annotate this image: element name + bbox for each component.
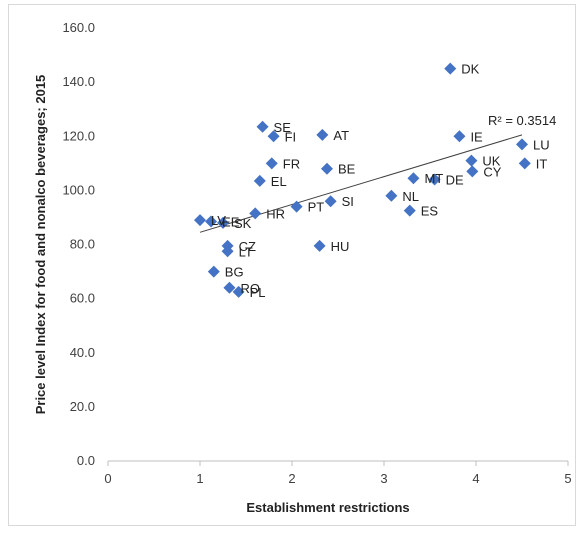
- point-label-el: EL: [271, 174, 287, 189]
- x-tick-label: 4: [472, 471, 479, 486]
- x-tick-label: 0: [104, 471, 111, 486]
- point-label-es: ES: [421, 204, 439, 219]
- y-tick-label: 0.0: [77, 453, 95, 468]
- data-points: [194, 62, 531, 298]
- data-point-uk: [465, 154, 478, 167]
- r-squared-label: R² = 0.3514: [488, 113, 556, 128]
- point-label-fi: FI: [285, 129, 297, 144]
- data-point-si: [324, 195, 337, 208]
- point-label-bg: BG: [225, 265, 244, 280]
- x-tick-label: 1: [196, 471, 203, 486]
- y-tick-label: 140.0: [62, 74, 95, 89]
- point-label-at: AT: [333, 128, 349, 143]
- point-label-lu: LU: [533, 137, 550, 152]
- data-point-lt: [221, 245, 234, 258]
- point-label-ee: EE: [222, 214, 240, 229]
- data-point-de: [428, 173, 441, 186]
- data-point-bg: [207, 265, 220, 278]
- y-tick-label: 100.0: [62, 182, 95, 197]
- point-label-hu: HU: [331, 239, 350, 254]
- data-point-pl: [232, 285, 245, 298]
- x-tick-label: 5: [564, 471, 571, 486]
- data-point-ro: [223, 281, 236, 294]
- point-label-it: IT: [536, 156, 548, 171]
- x-axis-ticks: 0 1 2 3 4 5: [104, 471, 571, 486]
- data-point-ie: [453, 130, 466, 143]
- x-axis-tick-marks: [107, 461, 569, 466]
- point-label-se: SE: [274, 120, 292, 135]
- y-axis-title: Price level Index for food and nonalco b…: [33, 75, 48, 415]
- x-tick-label: 2: [288, 471, 295, 486]
- data-point-it: [518, 157, 531, 170]
- point-label-cy: CY: [483, 164, 501, 179]
- data-point-fr: [265, 157, 278, 170]
- y-tick-label: 120.0: [62, 128, 95, 143]
- data-point-at: [316, 128, 329, 141]
- data-point-dk: [444, 62, 457, 75]
- x-axis-title: Establishment restrictions: [246, 500, 409, 515]
- data-point-be: [320, 162, 333, 175]
- point-label-nl: NL: [402, 189, 419, 204]
- data-point-sk: [217, 216, 229, 229]
- point-label-pt: PT: [308, 200, 325, 215]
- point-label-dk: DK: [461, 62, 479, 77]
- y-tick-label: 20.0: [70, 399, 95, 414]
- data-point-es: [403, 204, 416, 217]
- data-point-hu: [313, 239, 326, 252]
- point-label-de: DE: [446, 173, 464, 188]
- data-point-se: [256, 120, 269, 133]
- point-label-ro: RO: [240, 281, 260, 296]
- y-tick-label: 60.0: [70, 291, 95, 306]
- point-label-ie: IE: [470, 129, 483, 144]
- point-label-sk: SK: [234, 216, 252, 231]
- y-tick-label: 160.0: [62, 20, 95, 35]
- point-label-fr: FR: [283, 156, 300, 171]
- point-label-lt: LT: [239, 244, 253, 259]
- point-label-be: BE: [338, 162, 356, 177]
- y-axis-ticks: 0.0 20.0 40.0 60.0 80.0 100.0 120.0 140.0 160.0: [62, 20, 95, 468]
- point-label-pl: PL: [250, 285, 266, 300]
- point-label-si: SI: [342, 194, 354, 209]
- y-tick-label: 80.0: [70, 237, 95, 252]
- data-point-pt: [290, 200, 303, 213]
- data-point-mt: [407, 172, 420, 185]
- data-point-ee: [205, 215, 218, 228]
- point-label-uk: UK: [482, 154, 500, 169]
- point-label-hr: HR: [266, 206, 285, 221]
- data-point-hr: [249, 207, 262, 220]
- data-point-lu: [516, 138, 528, 151]
- data-point-nl: [385, 189, 398, 202]
- y-tick-label: 40.0: [70, 345, 95, 360]
- data-point-fi: [267, 130, 280, 143]
- data-point-el: [253, 174, 266, 187]
- chart-frame: [8, 4, 576, 526]
- data-point-lv: [194, 214, 206, 227]
- point-label-cz: CZ: [239, 239, 256, 254]
- point-label-lv: LV: [211, 213, 226, 228]
- x-tick-label: 3: [380, 471, 387, 486]
- point-label-mt: MT: [424, 171, 443, 186]
- data-point-cy: [466, 165, 479, 178]
